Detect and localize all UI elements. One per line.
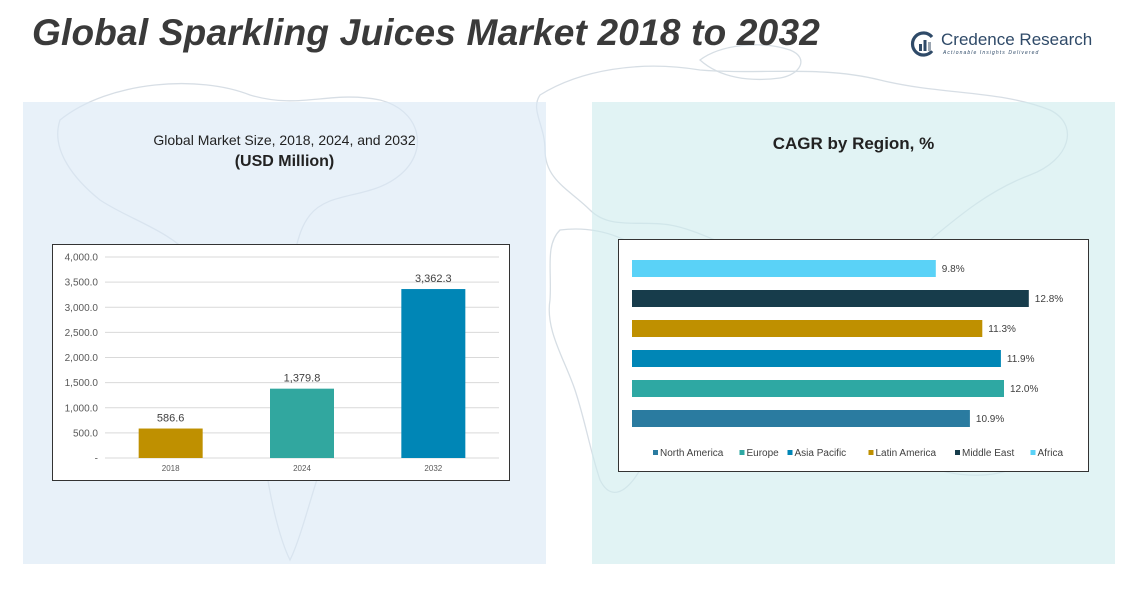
y-tick-label: 2,500.0 <box>65 328 99 339</box>
bar-2018 <box>138 428 203 458</box>
y-tick-label: 500.0 <box>73 428 98 439</box>
data-label: 12.8% <box>1035 294 1063 305</box>
data-label: 11.3% <box>988 324 1016 335</box>
y-tick-label: 3,500.0 <box>65 278 99 289</box>
legend-swatch <box>868 450 874 455</box>
market-size-bar-chart: - 500.0 1,000.0 1,500.0 2,000.0 2,500.0 3,000.… <box>65 253 499 473</box>
y-tick-label: 2,000.0 <box>65 353 99 364</box>
data-label: 9.8% <box>942 264 965 275</box>
data-label: 1,379.8 <box>284 373 321 385</box>
y-tick-label: 1,000.0 <box>65 403 99 414</box>
legend-label: Latin America <box>876 448 937 459</box>
legend-label: Asia Pacific <box>795 448 847 459</box>
legend-label: Europe <box>747 448 780 459</box>
logo-tagline: Actionable Insights Delivered <box>943 50 1040 56</box>
bar-north-america <box>632 410 970 427</box>
y-tick-label: - <box>95 454 98 465</box>
y-tick-label: 1,500.0 <box>65 378 99 389</box>
cagr-chart: 9.8% 12.8% 11.3% 11.9% 12.0% 10.9% North Ameri… <box>618 239 1089 472</box>
x-tick-label: 2018 <box>162 464 180 473</box>
legend-swatch <box>653 450 658 455</box>
y-tick-label: 3,000.0 <box>65 303 99 314</box>
legend-label: North America <box>660 448 724 459</box>
bar-europe <box>632 380 1004 397</box>
data-label: 12.0% <box>1010 384 1038 395</box>
bar-africa <box>632 260 936 277</box>
legend-swatch <box>787 450 793 455</box>
page-title: Global Sparkling Juices Market 2018 to 2… <box>32 12 821 53</box>
logo-name: Credence Research <box>941 30 1093 49</box>
data-label: 11.9% <box>1007 354 1035 365</box>
legend-swatch <box>955 450 960 455</box>
bar-2024 <box>270 388 334 458</box>
bar-asia-pacific <box>632 350 1001 367</box>
x-tick-label: 2032 <box>424 464 442 473</box>
x-tick-label: 2024 <box>293 464 311 473</box>
market-size-subtitle: Global Market Size, 2018, 2024, and 2032 <box>153 132 416 148</box>
bar-middle-east <box>632 290 1029 307</box>
market-size-chart: - 500.0 1,000.0 1,500.0 2,000.0 2,500.0 3,000.… <box>52 244 510 481</box>
market-size-unit: (USD Million) <box>234 153 335 170</box>
legend-label: Africa <box>1038 448 1064 459</box>
logo-icon <box>910 31 934 57</box>
cagr-title: CAGR by Region, % <box>772 134 935 153</box>
legend-swatch <box>739 450 745 455</box>
y-tick-label: 4,000.0 <box>65 253 99 264</box>
data-label: 3,362.3 <box>415 273 452 285</box>
legend-swatch <box>1030 450 1036 455</box>
data-label: 10.9% <box>976 414 1004 425</box>
cagr-horizontal-bar-chart: 9.8% 12.8% 11.3% 11.9% 12.0% 10.9% North Ameri… <box>632 260 1064 459</box>
legend-label: Middle East <box>962 448 1014 459</box>
bar-2032 <box>401 289 466 458</box>
bar-latin-america <box>632 320 983 337</box>
credence-research-logo: Credence Research Actionable Insights De… <box>910 28 1100 62</box>
data-label: 586.6 <box>157 413 185 425</box>
